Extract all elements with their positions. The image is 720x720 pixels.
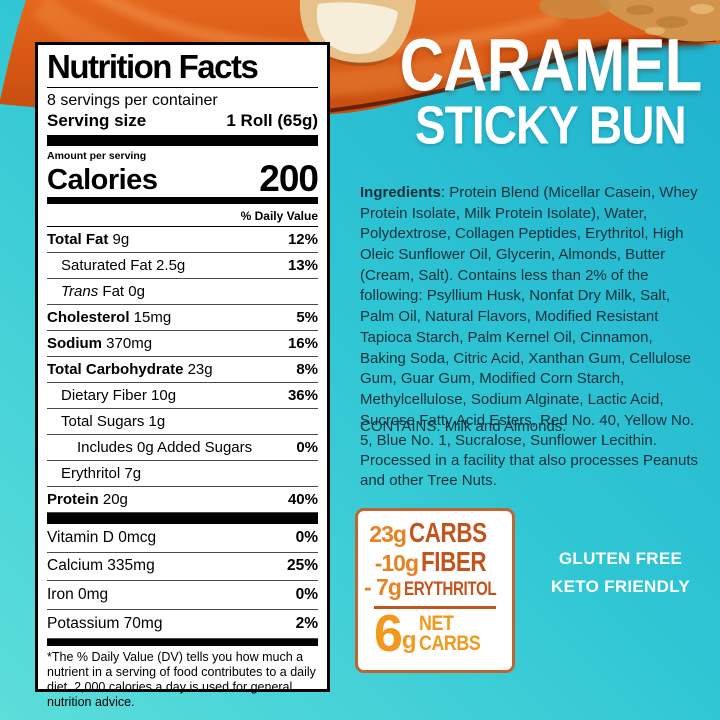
serving-size-value: 1 Roll (65g) [226, 110, 318, 130]
carb-math-word: FIBER [421, 545, 487, 577]
ingredients-label: Ingredients [360, 184, 441, 201]
micronutrient-rows: Vitamin D 0mcg 0% Calcium 335mg 25% Iron 0mg… [47, 524, 318, 639]
nutrient-row: Vitamin D 0mcg 0% [47, 524, 318, 553]
carb-math-lines: 23g CARBS -10g FIBER - 7g ERYTHRITOL [364, 517, 506, 601]
calories-label: Calories [47, 163, 158, 196]
icing-blob [316, 2, 398, 55]
nutrient-row: Saturated Fat 2.5g 13% [47, 253, 318, 280]
nutrient-row: Protein 20g 40% [47, 487, 318, 514]
nutrient-row: Potassium 70mg 2% [47, 610, 318, 639]
nutrient-row: Total Fat 9g 12% [47, 227, 318, 254]
net-carbs-box: 23g CARBS -10g FIBER - 7g ERYTHRITOL 6 g NET … [355, 508, 515, 673]
divider-bar [47, 638, 318, 646]
divider-bar [47, 513, 318, 525]
net-carbs-result: 6 g NET CARBS [364, 604, 506, 663]
pastry-piece-shadow [318, 52, 392, 67]
net-word-line1: NET [418, 612, 454, 636]
net-carbs-words: NET CARBS [418, 612, 481, 656]
carb-math-line: -10g FIBER [364, 545, 506, 577]
allergen-statement: CONTAINS: Milk and Almonds. [360, 418, 567, 435]
ingredients-paragraph: Ingredients: Protein Blend (Micellar Cas… [360, 183, 700, 452]
net-word-line2: CARBS [418, 632, 481, 656]
carb-math-word: CARBS [408, 517, 487, 548]
divider-bar [47, 197, 318, 205]
caramel-dark-edge [498, 37, 706, 76]
calories-row: Calories 200 [47, 157, 319, 199]
nutrient-row: Erythritol 7g [47, 461, 318, 488]
nutrient-row: Sodium 370mg 16% [47, 331, 318, 358]
nutrient-rows: Total Fat 9g 12% Saturated Fat 2.5g 13% Tran… [47, 227, 318, 514]
pastry-crumb-texture [626, 5, 654, 15]
carb-math-number: 23g [369, 521, 407, 547]
gluten-free-badge: GLUTEN FREE [558, 549, 683, 568]
pastry-crumb-patch [539, 0, 611, 19]
pastry-crumb-texture [656, 16, 688, 28]
carb-math-line: - 7g ERYTHRITOL [364, 574, 506, 601]
daily-value-footnote: *The % Daily Value (DV) tells you how mu… [47, 649, 316, 710]
nutrient-row: Includes 0g Added Sugars 0% [47, 435, 318, 462]
facility-statement: Processed in a facility that also proces… [360, 452, 698, 489]
product-title: CARAMEL STICKY BUN [372, 23, 720, 156]
nutrient-row: Iron 0mg 0% [47, 581, 318, 611]
pastry-crumb-texture [645, 27, 665, 35]
ingredients-text: : Protein Blend (Micellar Casein, Whey P… [360, 184, 698, 450]
divider-bar [47, 135, 318, 147]
amount-per-serving-label: Amount per serving [47, 150, 147, 163]
daily-value-header: % Daily Value [47, 204, 318, 228]
nutrient-row: Trans Fat 0g [47, 279, 318, 306]
nutrient-row: Total Sugars 1g [47, 409, 318, 436]
carb-math-number: - 7g [364, 574, 402, 601]
nutrient-row: Dietary Fiber 10g 36% [47, 383, 318, 410]
keto-friendly-badge: KETO FRIENDLY [551, 577, 690, 597]
diet-badges: GLUTEN FREE KETO FRIENDLY [538, 545, 703, 601]
nutrient-row: Calcium 335mg 25% [47, 553, 318, 582]
serving-size-row: Serving size 1 Roll (65g) [47, 110, 318, 135]
nutrition-facts-title: Nutrition Facts [47, 50, 318, 88]
carb-math-word: ERYTHRITOL [403, 579, 497, 601]
product-title-line2: STICKY BUN [414, 94, 687, 156]
nutrient-row: Cholesterol 15mg 5% [47, 305, 318, 332]
servings-per-container: 8 servings per container [47, 91, 218, 109]
pastry-crumb-texture [690, 4, 714, 14]
net-carbs-number: 6 [374, 604, 403, 663]
carb-math-number: -10g [374, 549, 419, 576]
product-title-line1: CARAMEL [399, 23, 702, 107]
serving-size-label: Serving size [47, 110, 147, 130]
carb-box-divider [374, 605, 496, 609]
calories-value: 200 [259, 157, 319, 199]
carb-math-line: 23g CARBS [364, 517, 506, 548]
net-carbs-unit: g [401, 627, 417, 655]
nutrition-facts-panel: Nutrition Facts 8 servings per container… [35, 42, 330, 709]
nutrient-row: Total Carbohydrate 23g 8% [47, 357, 318, 384]
